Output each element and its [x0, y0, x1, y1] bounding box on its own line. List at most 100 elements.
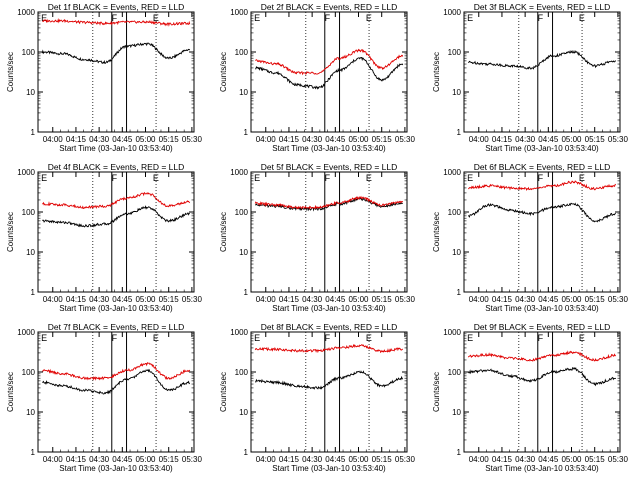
y-tick-label: 1	[244, 448, 249, 457]
vline-label-f: F	[112, 173, 118, 183]
y-axis-label: Counts/sec	[219, 52, 228, 92]
vline-label-f: F	[325, 333, 331, 343]
y-tick-label: 1000	[17, 168, 35, 177]
x-tick-label: 04:30	[515, 455, 536, 464]
panel-title: Det 3f BLACK = Events, RED = LLD	[474, 2, 611, 12]
vline-label-e: E	[366, 333, 372, 343]
panel-det-9: Det 9f BLACK = Events, RED = LLD 1 10 100 10…	[432, 322, 628, 473]
x-tick-label: 04:00	[43, 135, 64, 144]
vline-label-e: E	[254, 333, 260, 343]
plot-frame	[250, 171, 408, 293]
x-tick-label: 04:15	[279, 295, 300, 304]
x-tick-label: 04:15	[279, 455, 300, 464]
vline-label-e: E	[579, 333, 585, 343]
y-axis-label: Counts/sec	[432, 212, 441, 252]
y-axis-label: Counts/sec	[219, 212, 228, 252]
x-tick-label: 04:45	[112, 295, 133, 304]
lld-series-line	[42, 191, 191, 209]
vline-label-e: E	[254, 173, 260, 183]
x-tick-label: 04:30	[302, 135, 323, 144]
x-axis-label: Start Time (03-Jan-10 03:53:40)	[272, 464, 386, 473]
x-axis-label: Start Time (03-Jan-10 03:53:40)	[485, 144, 599, 153]
plot-frame	[37, 331, 195, 453]
vline-label-e: E	[366, 173, 372, 183]
lld-series-line	[254, 195, 404, 210]
x-tick-label: 05:00	[561, 135, 582, 144]
y-tick-label: 10	[26, 88, 35, 97]
y-tick-label: 100	[235, 208, 249, 217]
vline-label-f: F	[112, 13, 118, 23]
x-tick-label: 04:45	[538, 135, 559, 144]
vline-label-e: E	[467, 333, 473, 343]
panel-title: Det 2f BLACK = Events, RED = LLD	[261, 2, 398, 12]
plot-frame	[250, 11, 408, 133]
x-tick-label: 05:30	[395, 135, 416, 144]
x-tick-label: 05:30	[395, 455, 416, 464]
x-tick-label: 05:15	[159, 295, 180, 304]
y-axis-label: Counts/sec	[6, 212, 15, 252]
x-tick-label: 05:00	[135, 455, 156, 464]
panel-title: Det 5f BLACK = Events, RED = LLD	[261, 162, 398, 172]
x-tick-label: 05:30	[182, 295, 203, 304]
panel-det-1: Det 1f BLACK = Events, RED = LLD 1 10 100 10…	[6, 2, 202, 153]
x-tick-label: 04:15	[279, 135, 300, 144]
x-tick-label: 04:45	[325, 455, 346, 464]
events-series-line	[41, 42, 191, 64]
vline-label-e: E	[41, 333, 47, 343]
lld-series-line	[255, 48, 404, 76]
events-series-line	[467, 202, 616, 223]
y-tick-label: 1000	[443, 328, 461, 337]
x-tick-label: 05:30	[608, 295, 629, 304]
lld-series-line	[467, 350, 617, 362]
x-tick-label: 04:45	[538, 455, 559, 464]
y-tick-label: 10	[239, 248, 248, 257]
x-tick-label: 05:15	[372, 135, 393, 144]
vline-label-e: E	[579, 173, 585, 183]
x-tick-label: 05:30	[608, 135, 629, 144]
x-tick-label: 04:15	[66, 135, 87, 144]
x-tick-label: 05:15	[159, 455, 180, 464]
vline-label-e: E	[153, 333, 159, 343]
y-tick-label: 100	[22, 208, 36, 217]
panel-title: Det 9f BLACK = Events, RED = LLD	[474, 322, 611, 332]
x-tick-label: 04:45	[112, 135, 133, 144]
events-series-line	[254, 197, 403, 212]
x-axis-label: Start Time (03-Jan-10 03:53:40)	[59, 304, 173, 313]
y-tick-label: 100	[235, 48, 249, 57]
vline-label-f: F	[538, 173, 544, 183]
x-axis-label: Start Time (03-Jan-10 03:53:40)	[59, 464, 173, 473]
x-tick-label: 04:30	[302, 455, 323, 464]
y-tick-label: 1000	[230, 8, 248, 17]
y-tick-label: 10	[239, 88, 248, 97]
x-tick-label: 04:00	[469, 455, 490, 464]
panel-det-2: Det 2f BLACK = Events, RED = LLD 1 10 100 10…	[219, 2, 415, 153]
vline-label-f: F	[538, 333, 544, 343]
y-tick-label: 1000	[17, 328, 35, 337]
vline-label-e: E	[467, 173, 473, 183]
x-tick-label: 04:00	[43, 455, 64, 464]
y-tick-label: 10	[26, 248, 35, 257]
x-tick-label: 04:30	[515, 295, 536, 304]
x-tick-label: 04:30	[89, 295, 110, 304]
x-tick-label: 05:15	[159, 135, 180, 144]
x-tick-label: 04:15	[66, 295, 87, 304]
events-series-line	[42, 368, 190, 395]
x-tick-label: 04:30	[89, 455, 110, 464]
x-tick-label: 04:15	[492, 295, 513, 304]
vline-label-e: E	[41, 173, 47, 183]
x-tick-label: 05:00	[561, 455, 582, 464]
lld-series-line	[468, 180, 617, 192]
vline-label-f: F	[325, 13, 331, 23]
y-tick-label: 1	[244, 288, 249, 297]
y-axis-label: Counts/sec	[219, 372, 228, 412]
x-tick-label: 04:15	[492, 135, 513, 144]
vline-label-e: E	[254, 13, 260, 23]
vline-label-f: F	[538, 13, 544, 23]
x-tick-label: 04:30	[515, 135, 536, 144]
vline-label-e: E	[153, 13, 159, 23]
x-tick-label: 04:15	[492, 455, 513, 464]
lld-series-line	[42, 362, 191, 381]
y-tick-label: 1000	[230, 168, 248, 177]
